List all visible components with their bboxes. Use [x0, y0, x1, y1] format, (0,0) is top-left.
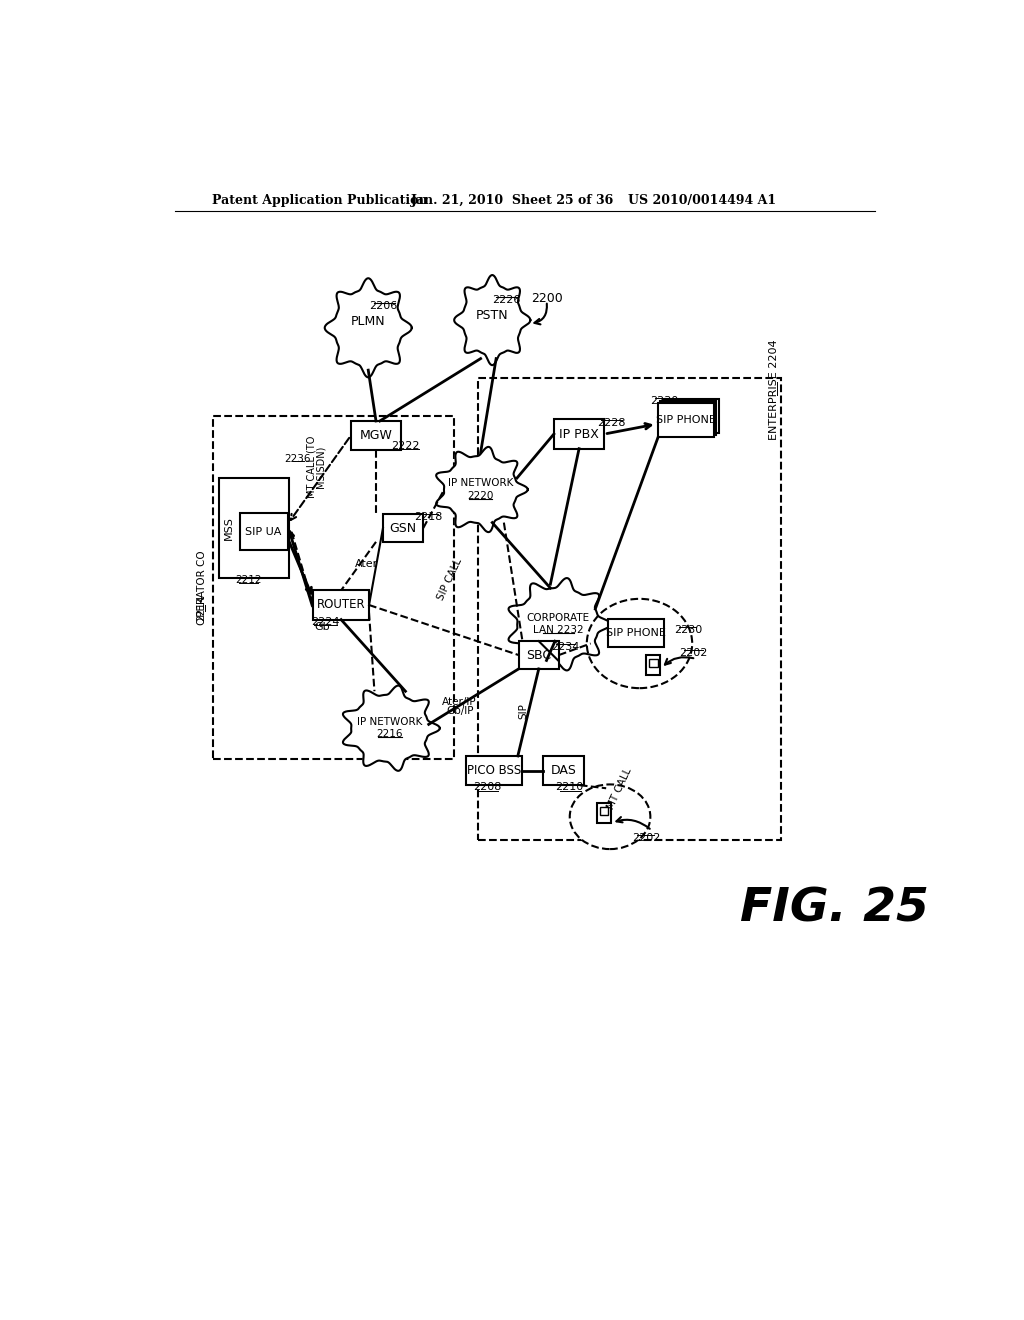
Text: 2230: 2230	[674, 624, 702, 635]
Text: 2210: 2210	[556, 783, 584, 792]
Text: PICO BSS: PICO BSS	[467, 764, 521, 777]
Text: FIG. 25: FIG. 25	[740, 887, 929, 932]
Bar	[597, 803, 611, 822]
Text: 2208: 2208	[473, 783, 502, 792]
Polygon shape	[343, 685, 440, 771]
Bar	[646, 655, 660, 675]
Text: OPERATOR CO: OPERATOR CO	[197, 550, 207, 624]
Polygon shape	[455, 275, 530, 366]
Text: Jan. 21, 2010  Sheet 25 of 36: Jan. 21, 2010 Sheet 25 of 36	[411, 194, 614, 207]
Text: IP PBX: IP PBX	[559, 428, 599, 441]
Text: SIP CALL: SIP CALL	[435, 557, 464, 602]
Bar	[554, 420, 604, 449]
Bar	[313, 590, 369, 619]
Text: Ater/IP: Ater/IP	[442, 697, 477, 708]
Text: 2222: 2222	[391, 441, 420, 451]
Polygon shape	[325, 279, 412, 378]
Text: MGW: MGW	[359, 429, 392, 442]
Text: GSN: GSN	[389, 521, 417, 535]
Text: 2202: 2202	[632, 833, 660, 843]
Bar	[663, 399, 719, 433]
Text: ROUTER: ROUTER	[316, 598, 366, 611]
Text: 2200: 2200	[530, 292, 562, 305]
Text: MSS: MSS	[224, 516, 233, 540]
Text: 2212: 2212	[234, 576, 261, 585]
Ellipse shape	[569, 784, 650, 849]
Text: MT CALL (TO: MT CALL (TO	[306, 436, 316, 498]
Text: IP NETWORK: IP NETWORK	[357, 717, 423, 727]
Text: SIP: SIP	[518, 704, 528, 719]
Text: SIP PHONE: SIP PHONE	[656, 416, 716, 425]
Text: 2224: 2224	[311, 616, 340, 627]
Text: SBC: SBC	[526, 648, 551, 661]
Bar	[240, 513, 288, 550]
Text: MSISDN): MSISDN)	[315, 445, 326, 487]
Text: SIP UA: SIP UA	[246, 527, 282, 537]
Bar	[607, 619, 664, 647]
FancyBboxPatch shape	[213, 416, 454, 759]
Text: 2228: 2228	[597, 418, 626, 428]
Polygon shape	[436, 447, 527, 532]
Bar	[466, 756, 521, 785]
Bar	[660, 401, 716, 434]
Text: PLMN: PLMN	[351, 315, 386, 329]
Text: US 2010/0014494 A1: US 2010/0014494 A1	[628, 194, 776, 207]
Bar	[219, 478, 289, 578]
Text: 2230: 2230	[650, 396, 679, 407]
Text: 2226: 2226	[492, 296, 520, 305]
Text: 2214: 2214	[197, 594, 207, 620]
Text: MT CALL: MT CALL	[606, 766, 634, 810]
Text: Patent Application Publication: Patent Application Publication	[212, 194, 427, 207]
Polygon shape	[509, 578, 610, 671]
Text: 2206: 2206	[370, 301, 398, 312]
Text: 2218: 2218	[414, 512, 442, 523]
Text: Gb/IP: Gb/IP	[445, 706, 473, 717]
Bar	[544, 756, 584, 785]
Text: CORPORATE: CORPORATE	[526, 612, 590, 623]
Text: 2216: 2216	[377, 730, 403, 739]
Ellipse shape	[587, 599, 692, 688]
Bar	[600, 807, 608, 814]
Text: DAS: DAS	[551, 764, 577, 777]
Bar	[351, 421, 401, 450]
Bar	[518, 642, 559, 669]
Bar	[383, 515, 423, 543]
Text: 2220: 2220	[467, 491, 494, 500]
Text: 2236: 2236	[285, 454, 311, 463]
Bar	[658, 404, 714, 437]
Text: IP NETWORK: IP NETWORK	[447, 478, 513, 488]
Text: 2234: 2234	[551, 643, 580, 652]
FancyBboxPatch shape	[478, 378, 780, 840]
Text: SIP PHONE: SIP PHONE	[605, 628, 666, 638]
Text: PSTN: PSTN	[476, 309, 509, 322]
Text: ENTERPRISE 2204: ENTERPRISE 2204	[769, 339, 779, 440]
Text: Ater: Ater	[355, 560, 378, 569]
Text: LAN 2232: LAN 2232	[532, 626, 584, 635]
Text: Gb: Gb	[314, 622, 330, 631]
Text: 2202: 2202	[680, 648, 708, 657]
Bar	[649, 659, 657, 667]
